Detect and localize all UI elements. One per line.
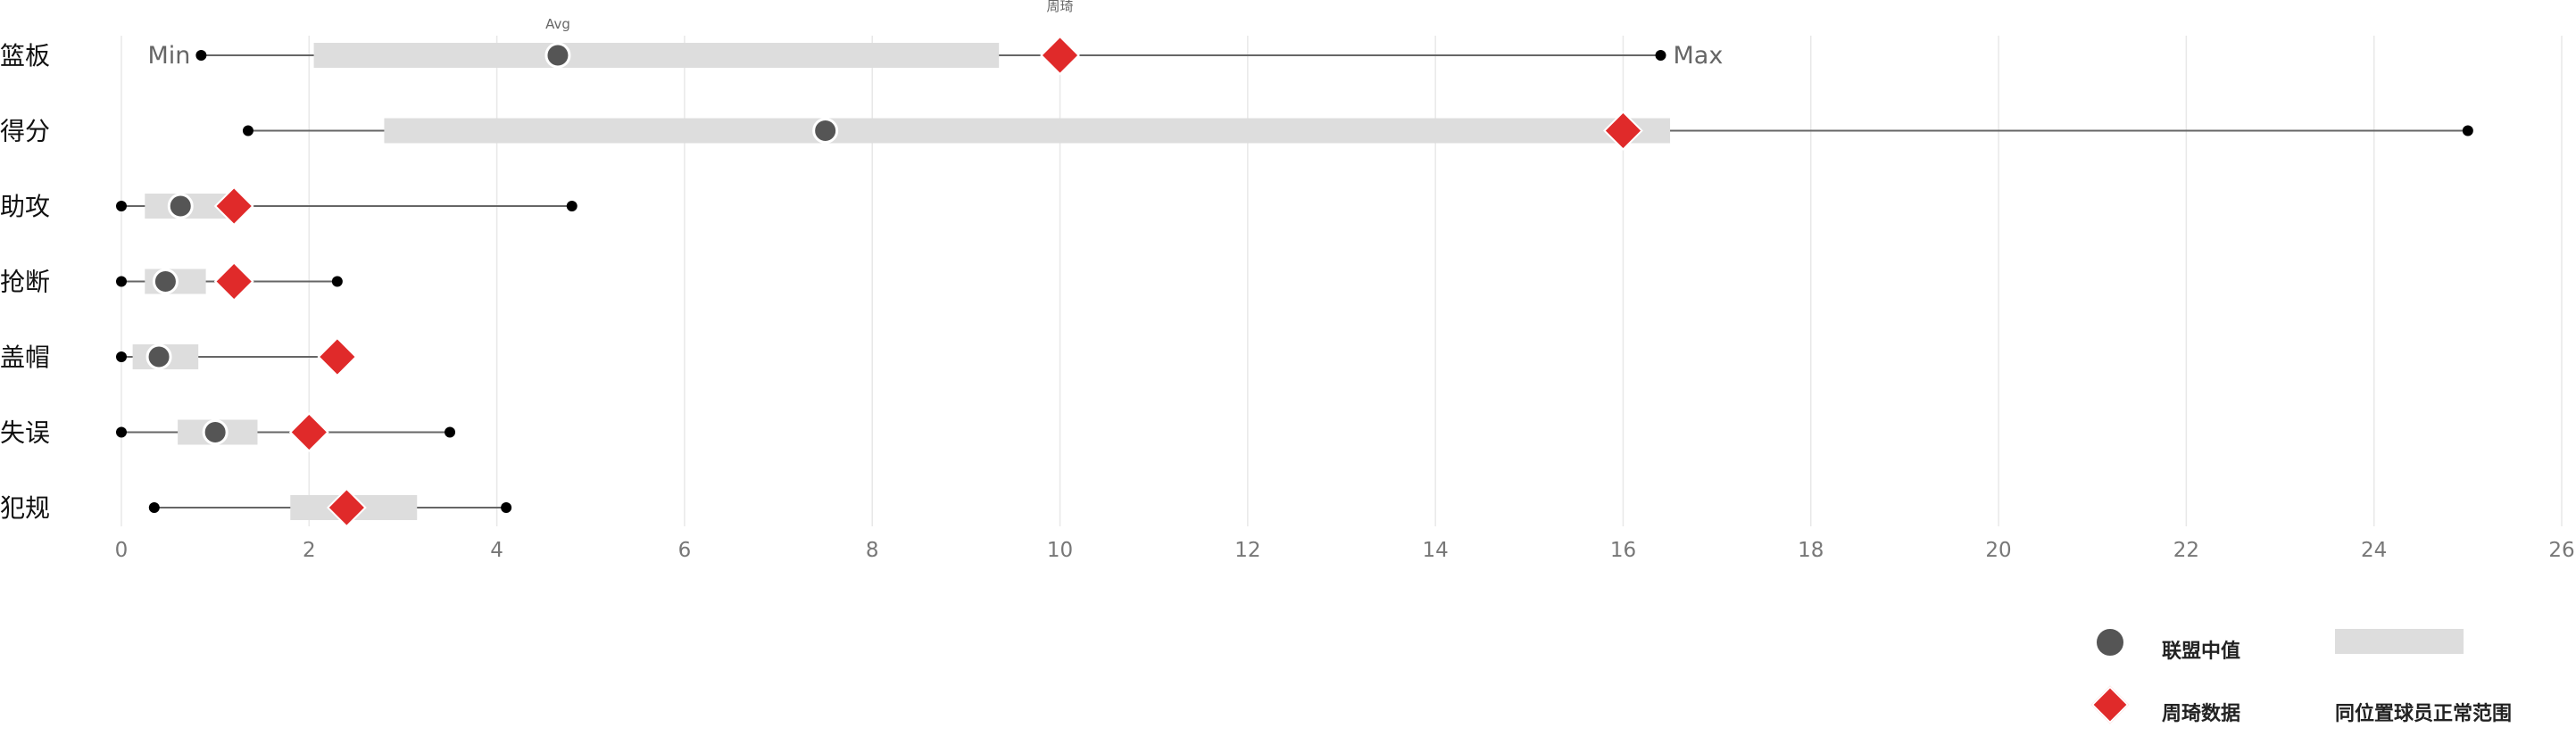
x-tick-label: 18 <box>1798 539 1824 562</box>
median-swatch-icon <box>2094 626 2126 658</box>
median-marker <box>152 269 179 294</box>
legend-player <box>2090 685 2130 724</box>
median-marker <box>145 343 172 370</box>
legend-range <box>2335 629 2464 654</box>
min-point <box>116 351 127 362</box>
max-point <box>566 201 578 211</box>
avg-annotation: Avg <box>545 16 570 32</box>
median-marker <box>812 118 839 144</box>
player-marker <box>288 412 329 452</box>
max-annotation: Max <box>1674 42 1724 70</box>
max-point <box>2462 125 2473 136</box>
range-bar <box>313 43 1000 68</box>
median-marker <box>202 419 229 445</box>
max-point <box>1655 50 1666 61</box>
category-label: 助攻 <box>0 192 50 221</box>
player-swatch-icon <box>2090 685 2130 724</box>
player-marker <box>213 261 254 302</box>
min-annotation: Min <box>147 42 190 70</box>
range-bar <box>384 118 1671 144</box>
bullet-chart: 0 2 4 6 8 10 12 14 16 18 20 22 24 26篮板得分助攻抢断盖帽失误犯规Min… <box>0 0 2575 562</box>
x-tick-label: 6 <box>678 539 692 562</box>
min-point <box>116 276 127 287</box>
x-tick-label: 0 <box>115 539 129 562</box>
x-tick-label: 20 <box>1985 539 2011 562</box>
max-point <box>445 426 456 438</box>
legend-median-label: 联盟中值 <box>2162 641 2241 663</box>
x-tick-label: 26 <box>2548 539 2574 562</box>
player-annotation: 周琦 <box>1047 0 1074 14</box>
x-tick-label: 22 <box>2173 539 2199 562</box>
x-tick-label: 12 <box>1234 539 1260 562</box>
player-marker <box>326 487 367 528</box>
category-label: 得分 <box>0 117 50 146</box>
x-tick-label: 14 <box>1423 539 1449 562</box>
player-marker <box>1603 111 1643 151</box>
x-tick-label: 24 <box>2361 539 2387 562</box>
x-tick-label: 4 <box>490 539 503 562</box>
x-tick-label: 16 <box>1610 539 1636 562</box>
category-label: 失误 <box>0 418 50 448</box>
min-point <box>148 502 160 513</box>
range-swatch-icon <box>2335 629 2464 654</box>
player-marker <box>213 186 254 227</box>
min-point <box>116 201 127 211</box>
player-marker <box>1040 35 1080 76</box>
legend: 联盟中值 周琦数据 同位置球员正常范围 <box>2080 624 2562 740</box>
max-point <box>331 276 343 287</box>
category-label: 盖帽 <box>0 343 50 372</box>
legend-median <box>2094 626 2126 658</box>
player-marker <box>317 336 358 377</box>
category-label: 篮板 <box>0 41 50 70</box>
category-label: 犯规 <box>0 493 50 523</box>
max-point <box>501 502 512 513</box>
x-tick-label: 10 <box>1047 539 1073 562</box>
legend-player-label: 周琦数据 <box>2162 703 2241 725</box>
category-label: 抢断 <box>0 268 50 297</box>
median-marker <box>167 193 194 219</box>
median-marker <box>544 42 571 69</box>
x-tick-label: 8 <box>866 539 879 562</box>
legend-range-label: 同位置球员正常范围 <box>2335 703 2513 725</box>
min-point <box>242 125 253 136</box>
x-tick-label: 2 <box>303 539 316 562</box>
min-point <box>116 426 127 438</box>
min-point <box>195 50 207 61</box>
